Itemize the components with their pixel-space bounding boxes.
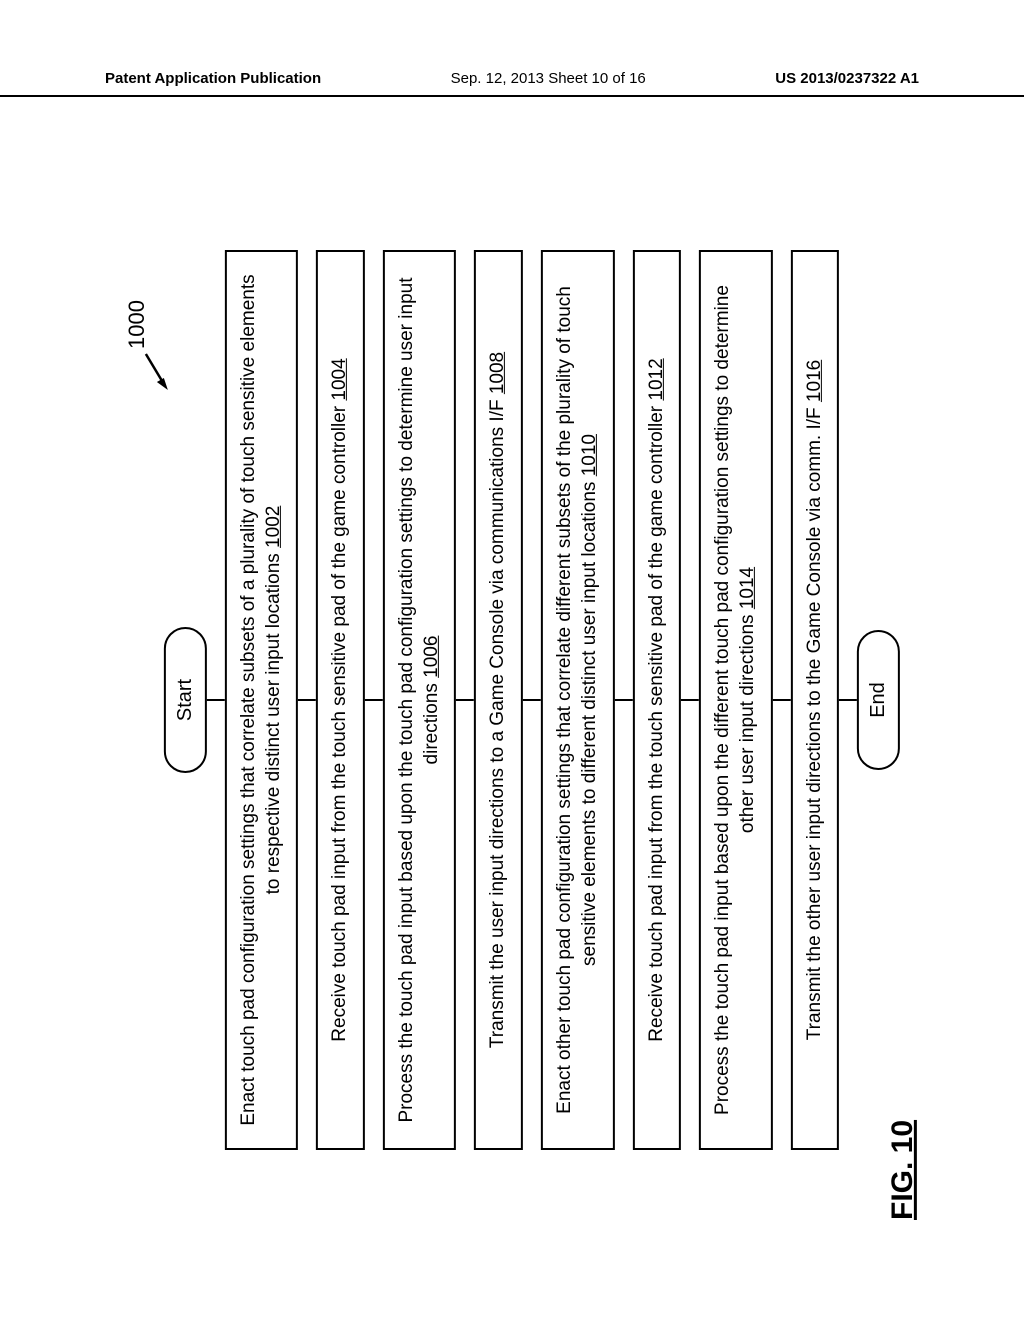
flow-step-ref: 1004	[329, 358, 350, 400]
flowchart-container: 1000 Start Enact touch pad configuration…	[124, 150, 900, 1250]
connector	[681, 699, 699, 702]
start-terminator: Start	[164, 627, 207, 773]
page-header: Patent Application Publication Sep. 12, …	[0, 70, 1024, 97]
header-right: US 2013/0237322 A1	[775, 70, 919, 87]
flow-step-text: Receive touch pad input from the touch s…	[645, 401, 666, 1042]
flow-step-text: Transmit the user input directions to a …	[487, 394, 508, 1048]
flow-reference-number: 1000	[124, 300, 150, 349]
flow-step: Receive touch pad input from the touch s…	[316, 250, 365, 1150]
connector	[365, 699, 383, 702]
connector	[298, 699, 316, 702]
flow-step-ref: 1002	[263, 506, 284, 548]
flowchart: 1000 Start Enact touch pad configuration…	[124, 150, 900, 1250]
flow-step-ref: 1010	[579, 434, 600, 476]
connector	[614, 699, 632, 702]
arrow-icon	[144, 350, 168, 390]
flow-step: Enact touch pad configuration settings t…	[225, 250, 298, 1150]
connector	[839, 699, 857, 702]
flow-step: Transmit the other user input directions…	[790, 250, 839, 1150]
flow-step-text: Process the touch pad input based upon t…	[712, 285, 758, 1115]
flow-step-text: Process the touch pad input based upon t…	[396, 278, 442, 1123]
flow-step-ref: 1008	[487, 352, 508, 394]
flow-step: Process the touch pad input based upon t…	[699, 250, 772, 1150]
flow-step: Process the touch pad input based upon t…	[383, 250, 456, 1150]
flow-step-ref: 1012	[645, 358, 666, 400]
flow-step-text: Transmit the other user input directions…	[803, 402, 824, 1040]
flow-step-text: Enact touch pad configuration settings t…	[238, 274, 284, 1125]
figure-label: FIG. 10	[886, 1120, 920, 1220]
flow-step: Receive touch pad input from the touch s…	[632, 250, 681, 1150]
connector	[207, 699, 225, 702]
flow-step-ref: 1014	[737, 567, 758, 609]
connector	[456, 699, 474, 702]
flow-step-text: Enact other touch pad configuration sett…	[554, 286, 600, 1114]
page: Patent Application Publication Sep. 12, …	[0, 0, 1024, 1320]
flow-step-text: Receive touch pad input from the touch s…	[329, 401, 350, 1042]
connector	[523, 699, 541, 702]
flow-step-ref: 1016	[803, 360, 824, 402]
header-center: Sep. 12, 2013 Sheet 10 of 16	[451, 70, 646, 87]
header-left: Patent Application Publication	[105, 70, 321, 87]
flow-step: Transmit the user input directions to a …	[474, 250, 523, 1150]
flow-step-ref: 1006	[421, 636, 442, 678]
flow-step: Enact other touch pad configuration sett…	[541, 250, 614, 1150]
connector	[772, 699, 790, 702]
end-terminator: End	[857, 630, 900, 770]
